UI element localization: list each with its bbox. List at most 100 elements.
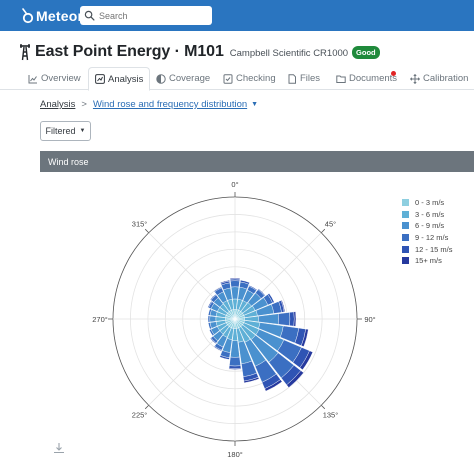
logger-model: Campbell Scientific CR1000 (229, 47, 349, 59)
wind-rose-bar-segment[interactable] (213, 345, 222, 352)
legend-item[interactable]: 3 - 6 m/s (402, 209, 453, 221)
legend-swatch (402, 257, 409, 265)
tab-documents[interactable]: Documents (330, 67, 403, 90)
direction-label: 270° (92, 315, 108, 324)
legend-swatch (402, 222, 409, 230)
legend-swatch (402, 199, 409, 207)
filter-dropdown-button[interactable]: Filtered ▼ (40, 121, 91, 141)
wind-rose-bar-segment[interactable] (257, 288, 266, 297)
app-name: Meteor (36, 8, 84, 24)
tab-documents-label: Documents (349, 73, 398, 84)
wind-rose-bar-segment[interactable] (210, 337, 217, 344)
analysis-type-dropdown[interactable]: Wind rose and frequency distribution (92, 99, 248, 110)
wind-rose-bar-segment[interactable] (207, 300, 213, 308)
breadcrumb: Analysis > Wind rose and frequency distr… (40, 99, 258, 110)
tab-calibration-label: Calibration (423, 73, 469, 84)
top-navbar: Meteor (0, 0, 474, 31)
legend-label: 3 - 6 m/s (415, 209, 445, 219)
breadcrumb-separator: > (81, 99, 87, 110)
tab-analysis[interactable]: Analysis (88, 67, 151, 91)
wind-rose-bar-segment[interactable] (228, 365, 242, 369)
direction-tick (320, 228, 326, 234)
search-icon (84, 10, 95, 21)
wind-rose-bar-segment[interactable] (220, 279, 230, 284)
legend-label: 6 - 9 m/s (415, 221, 445, 231)
wind-rose-svg: 0° 45° 90° 135° 180° 225° 270° 315° (92, 180, 375, 459)
search-input[interactable] (99, 10, 199, 21)
tab-overview[interactable]: Overview (22, 67, 87, 90)
legend-label: 15+ m/s (415, 256, 442, 266)
legend-item[interactable]: 6 - 9 m/s (402, 220, 453, 232)
wind-rose-bar-segment[interactable] (213, 286, 222, 293)
meteor-logo-icon (22, 8, 34, 24)
page-title: East Point Energy · M101 (35, 43, 224, 60)
legend-swatch (402, 210, 409, 218)
direction-label: 135° (323, 410, 339, 419)
wind-rose-bar-segment[interactable] (219, 355, 230, 360)
wind-rose-bar-segment[interactable] (228, 368, 242, 370)
download-icon[interactable] (52, 441, 66, 455)
wind-rose-bar-segment[interactable] (207, 315, 211, 323)
tab-overview-label: Overview (41, 73, 81, 84)
wind-rose-bar-segment[interactable] (243, 376, 260, 384)
wind-rose-bar-segment[interactable] (230, 340, 240, 358)
direction-tick (144, 404, 150, 410)
wind-rose-bar-segment[interactable] (229, 356, 241, 367)
wind-rose-bar-segment[interactable] (230, 280, 240, 288)
wind-rose-bar-segment[interactable] (264, 379, 283, 392)
legend-label: 0 - 3 m/s (415, 198, 445, 208)
line-chart-icon (28, 74, 37, 83)
legend-item[interactable]: 15+ m/s (402, 255, 453, 267)
wind-rose-bar-segment[interactable] (240, 279, 250, 285)
wind-rose-bar-segment[interactable] (248, 285, 258, 291)
half-circle-icon (156, 73, 166, 84)
tab-analysis-label: Analysis (108, 73, 144, 85)
wind-rose-bar-segment[interactable] (293, 311, 297, 327)
tab-bar: Overview Analysis Coverage Checking File… (0, 67, 474, 91)
caret-down-icon[interactable]: ▼ (251, 101, 259, 108)
direction-tick (320, 404, 326, 410)
panel-header: Wind rose (40, 151, 474, 172)
direction-label: 315° (132, 220, 148, 229)
wind-rose-bar-segment[interactable] (229, 277, 241, 280)
direction-label: 225° (132, 410, 148, 419)
wind-rose-bar-segment[interactable] (301, 328, 309, 347)
tab-checking-label: Checking (236, 73, 276, 84)
wind-rose-bar-segment[interactable] (209, 328, 215, 337)
checklist-icon (223, 73, 233, 84)
file-icon (288, 73, 296, 84)
app-logo[interactable]: Meteor (20, 6, 83, 26)
legend-swatch (402, 245, 409, 253)
wind-rose-bar-segment[interactable] (280, 299, 286, 313)
direction-label: 180° (227, 450, 243, 459)
tab-coverage-label: Coverage (169, 73, 211, 84)
chart-icon (95, 74, 105, 84)
caret-down-icon: ▼ (79, 128, 86, 134)
direction-label: 45° (325, 220, 336, 229)
legend-item[interactable]: 0 - 3 m/s (402, 197, 453, 209)
wind-rose-bar-segment[interactable] (286, 370, 304, 388)
search-box[interactable] (80, 6, 212, 25)
wind-rose-bar-segment[interactable] (267, 293, 275, 304)
wind-rose-bar-segment[interactable] (210, 294, 217, 301)
wind-rose-bar-segment[interactable] (209, 315, 217, 323)
wind-rose-bar-segment[interactable] (208, 308, 212, 316)
panel-title: Wind rose (48, 156, 89, 167)
legend-item[interactable]: 12 - 15 m/s (402, 243, 453, 255)
wind-rose-bar-segment[interactable] (289, 311, 295, 327)
tab-files[interactable]: Files (281, 67, 326, 90)
chart-legend: 0 - 3 m/s 3 - 6 m/s 6 - 9 m/s 9 - 12 m/s 12 … (402, 197, 453, 267)
legend-item[interactable]: 9 - 12 m/s (402, 232, 453, 244)
tab-checking[interactable]: Checking (217, 67, 282, 90)
folder-icon (336, 75, 346, 83)
move-icon (410, 73, 420, 84)
breadcrumb-analysis-link[interactable]: Analysis (40, 99, 76, 110)
wind-rose-bar-segment[interactable] (230, 286, 240, 300)
wind-rose-bar-segment[interactable] (278, 312, 291, 326)
tab-calibration[interactable]: Calibration (404, 67, 474, 90)
notification-dot (391, 71, 396, 76)
tab-coverage[interactable]: Coverage (150, 67, 216, 90)
wind-rose-chart: 0° 45° 90° 135° 180° 225° 270° 315° (40, 172, 474, 465)
wind-rose-bar-segment[interactable] (208, 322, 212, 330)
wind-rose-bar-segment[interactable] (299, 350, 314, 371)
